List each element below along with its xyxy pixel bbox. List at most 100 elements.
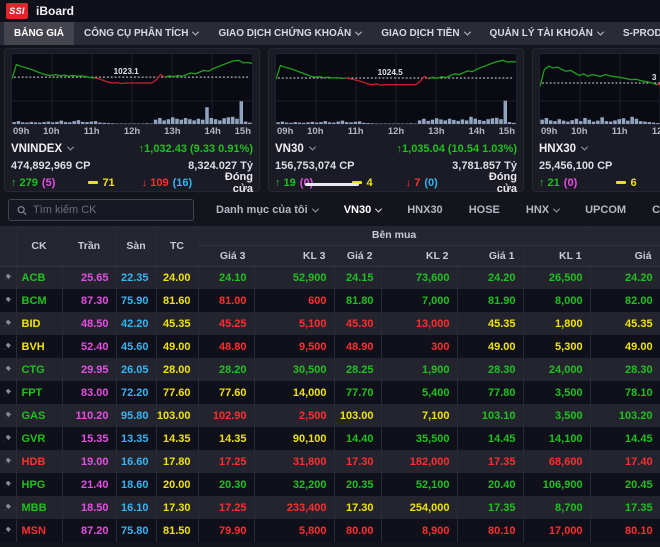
index-panels: 1023.1 09h 10h 11h 12h 13h 14h 15h VNINDEX ↑1,032… [0,26,660,195]
tab-hose[interactable]: HOSE [469,204,500,216]
pin-icon[interactable] [3,388,12,397]
pin-cell[interactable] [0,312,17,335]
col-header-tran[interactable]: Trần [62,226,117,267]
cell-san: 75.80 [116,519,157,542]
ticker-cell[interactable]: GAS [16,404,63,427]
index-panel-vn30: 1024.5 09h 10h 11h 12h 13h 14h 15h VN30 ↑1,035.04… [268,48,524,195]
cell-gia3: 77.60 [198,381,255,404]
index-stats: VN30 ↑1,035.04 (10.54 1.03%) 156,753,074 C… [275,139,517,195]
pin-icon[interactable] [3,296,12,305]
cell-san: 22.35 [116,266,157,289]
cell-tc: 20.00 [156,473,199,496]
index-name[interactable]: HNX30 [539,143,589,155]
unchanged-dash-icon [616,181,627,184]
cell-gia3: 81.00 [198,289,255,312]
tab-hnx[interactable]: HNX [525,204,561,216]
col-header-ck[interactable]: CK [16,226,63,267]
session-status: Đóng cửa [224,170,253,195]
ssi-logo[interactable]: SSI [6,3,28,19]
pin-cell[interactable] [0,381,17,404]
cell-kl2: 300 [381,335,458,358]
col-header-gia1[interactable]: Giá 1 [457,245,524,267]
cell-gia: 45.35 [590,312,660,335]
ticker-cell[interactable]: HDB [16,450,63,473]
cell-san: 18.60 [116,473,157,496]
index-volume: 156,753,074 CP [275,159,355,172]
pin-cell[interactable] [0,289,17,312]
nav-item-0[interactable]: BẢNG GIÁ [4,22,74,45]
index-name[interactable]: VNINDEX [11,143,75,155]
cell-gia3: 14.35 [198,427,255,450]
col-header-kl2[interactable]: KL 2 [381,245,458,267]
nav-item-1[interactable]: CÔNG CỤ PHÂN TÍCH [74,22,208,45]
pin-cell[interactable] [0,473,17,496]
pin-icon[interactable] [3,434,12,443]
col-header-gia3[interactable]: Giá 3 [198,245,255,267]
cell-gia1: 77.80 [457,381,524,404]
pin-cell[interactable] [0,427,17,450]
index-name[interactable]: VN30 [275,143,316,155]
tab-label: HNX [525,204,550,216]
ticker-cell[interactable]: BCM [16,289,63,312]
ticker-cell[interactable]: ACB [16,266,63,289]
pin-cell[interactable] [0,404,17,427]
table-row-fpt: FPT 83.00 72.20 77.60 77.60 14,000 77.70 5,400 7… [0,381,660,404]
ticker-cell[interactable]: FPT [16,381,63,404]
ticker-cell[interactable]: BID [16,312,63,335]
cell-gia2: 80.00 [334,519,382,542]
cell-kl2: 254,000 [381,496,458,519]
filter-bar: Danh mục của tôi VN30 HNX30 HOSE HNX UPCOM CP … [0,194,660,226]
pin-icon[interactable] [3,365,12,374]
time-label: 11h [83,126,100,137]
nav-item-3[interactable]: GIAO DỊCH TIỀN [371,22,479,45]
time-label: 09h [541,126,558,137]
pin-icon[interactable] [3,273,12,282]
tab-cp-ng-nh[interactable]: CP Ngành [652,204,660,216]
pin-cell[interactable] [0,358,17,381]
cell-kl3: 9,500 [254,335,335,358]
col-header-gia[interactable]: Giá [590,245,660,267]
tab-label: CP Ngành [652,204,660,216]
time-axis: 09h 10h 11h 12h 13h 14h 15h [11,125,253,139]
tab-hnx30[interactable]: HNX30 [407,204,442,216]
ticker-cell[interactable]: BVH [16,335,63,358]
cell-kl2: 8,900 [381,519,458,542]
ticker-cell[interactable]: MSN [16,519,63,542]
cell-gia2: 28.25 [334,358,382,381]
tab-vn30[interactable]: VN30 [344,204,383,216]
tab-upcom[interactable]: UPCOM [585,204,626,216]
pin-cell[interactable] [0,335,17,358]
col-header-kl3[interactable]: KL 3 [254,245,335,267]
ticker-cell[interactable]: MBB [16,496,63,519]
pin-icon[interactable] [3,457,12,466]
pin-icon[interactable] [3,411,12,420]
col-header-gia2[interactable]: Giá 2 [334,245,382,267]
col-header-san[interactable]: Sàn [116,226,157,267]
pin-cell[interactable] [0,519,17,542]
nav-item-2[interactable]: GIAO DỊCH CHỨNG KHOÁN [208,22,371,45]
ticker-cell[interactable]: HPG [16,473,63,496]
cell-kl1: 8,700 [523,496,591,519]
pin-icon[interactable] [3,526,12,535]
tab-label: Danh mục của tôi [216,204,308,216]
pin-cell[interactable] [0,266,17,289]
ticker-cell[interactable]: GVR [16,427,63,450]
pin-icon[interactable] [3,342,12,351]
search-input[interactable] [32,204,185,216]
nav-item-5[interactable]: S-PRODUCTS [613,22,660,45]
col-header-kl1[interactable]: KL 1 [523,245,591,267]
pin-icon[interactable] [3,480,12,489]
pin-cell[interactable] [0,450,17,473]
tab-danh-m-c-c-a-t-i[interactable]: Danh mục của tôi [216,204,319,216]
panels-scrollbar-thumb[interactable] [305,183,359,186]
cell-gia1: 24.20 [457,266,524,289]
pin-icon[interactable] [3,319,12,328]
nav-item-4[interactable]: QUẢN LÝ TÀI KHOẢN [480,22,613,45]
search-box[interactable] [8,199,194,221]
cell-kl3: 14,000 [254,381,335,404]
ticker-cell[interactable]: CTG [16,358,63,381]
pin-cell[interactable] [0,496,17,519]
cell-kl2: 13,000 [381,312,458,335]
col-header-tc[interactable]: TC [156,226,199,267]
pin-icon[interactable] [3,503,12,512]
